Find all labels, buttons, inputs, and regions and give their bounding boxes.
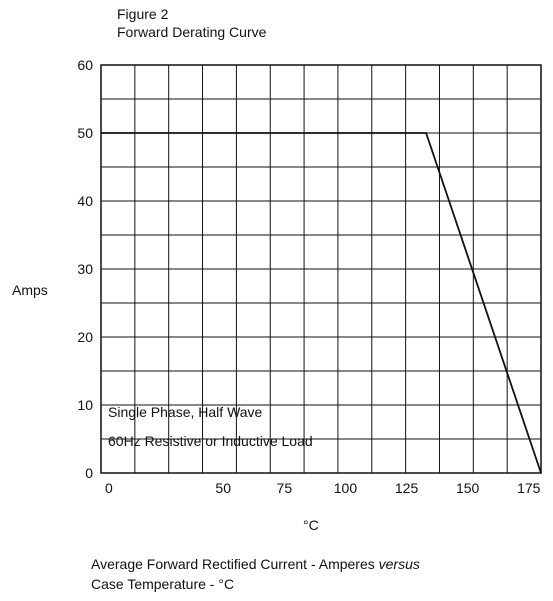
- y-tick-label: 50: [77, 125, 93, 141]
- y-tick-label: 20: [77, 329, 93, 345]
- x-tick-label: 150: [456, 480, 480, 496]
- y-axis-label: Amps: [12, 282, 48, 298]
- x-tick-labels: 0 50 75 100 125 150 175: [105, 480, 541, 496]
- caption-line-1-text: Average Forward Rectified Current - Ampe…: [91, 556, 379, 572]
- x-tick-label: 0: [105, 480, 113, 496]
- x-tick-label: 50: [215, 480, 231, 496]
- y-tick-labels: 0 10 20 30 40 50 60: [77, 57, 93, 481]
- annotation-line-2: 60Hz Resistive or Inductive Load: [108, 433, 313, 449]
- y-tick-label: 30: [77, 261, 93, 277]
- x-tick-label: 175: [517, 480, 541, 496]
- x-tick-label: 75: [277, 480, 293, 496]
- y-tick-label: 60: [77, 57, 93, 73]
- chart-title: Figure 2: [117, 6, 169, 22]
- chart-title-block: Figure 2 Forward Derating Curve: [117, 5, 266, 41]
- chart-subtitle: Forward Derating Curve: [117, 24, 267, 40]
- caption-line-2: Case Temperature - °C: [91, 576, 235, 592]
- series-line: [101, 132, 542, 474]
- x-axis-label: °C: [303, 517, 319, 533]
- x-tick-label: 125: [395, 480, 419, 496]
- annotation-line-1: Single Phase, Half Wave: [108, 404, 263, 420]
- x-tick-label: 100: [334, 480, 358, 496]
- y-tick-label: 40: [77, 193, 93, 209]
- caption-line-1: Average Forward Rectified Current - Ampe…: [91, 554, 420, 574]
- y-tick-label: 10: [77, 397, 93, 413]
- chart-caption: Average Forward Rectified Current - Ampe…: [91, 554, 420, 594]
- plot-frame: [100, 64, 542, 474]
- caption-emphasis: versus: [378, 556, 420, 572]
- y-tick-label: 0: [85, 465, 93, 481]
